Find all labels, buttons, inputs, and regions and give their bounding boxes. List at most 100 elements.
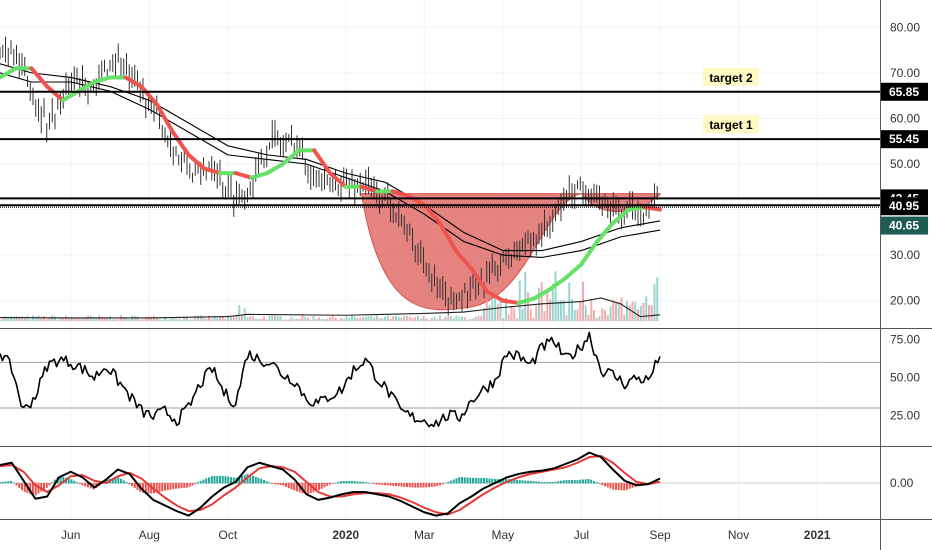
volume-bar <box>587 314 590 322</box>
volume-bar <box>268 316 271 322</box>
macd-histogram-bar <box>216 475 219 484</box>
macd-panel[interactable] <box>0 451 880 517</box>
volume-bar <box>114 319 117 322</box>
macd-signal-line <box>0 455 661 516</box>
macd-histogram-bar <box>293 483 296 491</box>
volume-bar <box>199 315 202 322</box>
price-tick-label: 80.00 <box>890 20 920 34</box>
volume-bar <box>524 271 527 322</box>
macd-histogram-bar <box>147 483 150 494</box>
macd-histogram-bar <box>560 480 562 484</box>
volume-bar <box>186 317 188 322</box>
volume-bar <box>648 305 650 322</box>
macd-histogram-bar <box>472 477 474 484</box>
macd-histogram-bar <box>78 483 81 485</box>
volume-bar <box>76 317 78 322</box>
horizontal-levels[interactable]: target 2 target 1 <box>0 67 880 208</box>
volume-bar <box>428 319 430 322</box>
volume-bar <box>549 299 551 322</box>
macd-histogram-bar <box>169 483 172 490</box>
volume-bar <box>128 319 131 322</box>
volume-bar <box>194 315 197 322</box>
volume-bar <box>510 306 513 322</box>
volume-bar <box>285 319 287 322</box>
volume-bar <box>576 309 579 322</box>
time-scale[interactable]: Jun Aug Oct 2020 Mar May Jul Sep Nov 2021 <box>61 528 831 542</box>
annotation-background <box>703 115 759 134</box>
ma-fast-segment <box>438 221 458 253</box>
volume-bar <box>400 317 403 322</box>
level-price-label: 40.65 <box>881 216 928 235</box>
volume-bar <box>180 319 183 322</box>
rsi-panel[interactable] <box>0 331 880 428</box>
macd-histogram-bar <box>172 483 175 490</box>
macd-histogram-bar <box>224 476 227 484</box>
volume-bar <box>249 316 252 322</box>
level-price-label: 65.85 <box>881 82 928 101</box>
volume-bar <box>439 315 441 322</box>
macd-histogram-bar <box>131 483 133 487</box>
volume-bar <box>155 318 158 322</box>
volume-bar <box>345 316 348 322</box>
volume-bar <box>348 317 351 322</box>
volume-bar <box>617 301 620 322</box>
volume-bar <box>521 308 524 322</box>
macd-histogram-bar <box>315 483 318 492</box>
volume-bar <box>477 316 480 322</box>
volume-bar <box>375 315 378 322</box>
volume-bar <box>56 319 59 322</box>
volume-bar <box>359 317 362 322</box>
time-tick-label: 2020 <box>332 528 359 542</box>
volume-bar <box>260 318 263 322</box>
macd-histogram-bar <box>43 483 45 490</box>
ma-fast-segment <box>500 298 521 305</box>
volume-average-line <box>0 297 661 319</box>
ma-fast-segment <box>249 171 270 180</box>
volume-bar <box>1 318 4 322</box>
macd-histogram-bar <box>538 481 540 484</box>
volume-bar <box>73 317 76 322</box>
volume-bar <box>227 315 230 322</box>
volume-bar <box>301 315 304 322</box>
macd-histogram-bar <box>23 483 26 493</box>
macd-histogram-bar <box>326 483 329 486</box>
volume-bar <box>271 315 274 322</box>
volume-bar <box>430 317 433 322</box>
volume-bar <box>356 318 359 322</box>
volume-bar <box>466 319 469 322</box>
volume-bar <box>309 319 312 322</box>
volume-bar <box>620 297 623 322</box>
macd-histogram-bar <box>296 483 298 492</box>
volume-bar <box>532 317 535 322</box>
macd-histogram-bar <box>590 479 593 484</box>
macd-histogram-bar <box>370 483 373 484</box>
volume-bar <box>232 315 235 322</box>
macd-histogram-bar <box>32 483 34 495</box>
volume-bar <box>474 316 477 322</box>
volume-bar <box>656 277 659 322</box>
ma-fast-segment <box>485 289 505 303</box>
macd-histogram-bar <box>238 476 241 484</box>
volume-bar <box>142 319 144 322</box>
ma-fast-segment <box>186 152 207 171</box>
macd-histogram-bar <box>67 478 70 484</box>
ma-fast-segment <box>92 75 112 84</box>
volume-bars <box>0 271 661 322</box>
price-panel[interactable]: target 2 target 1 <box>0 36 880 322</box>
macd-histogram-bar <box>274 483 276 485</box>
macd-histogram-bar <box>463 477 466 484</box>
volume-bar <box>246 317 249 322</box>
macd-histogram-bar <box>87 483 89 488</box>
macd-histogram-bar <box>367 482 370 484</box>
volume-bar <box>452 318 455 322</box>
volume-bar <box>15 316 18 322</box>
rsi-tick-label: 50.00 <box>890 371 920 385</box>
price-tick-label: 20.00 <box>890 294 920 308</box>
volume-bar <box>406 315 408 322</box>
volume-bar <box>494 297 496 322</box>
time-tick-label: Aug <box>139 528 160 542</box>
volume-bar <box>645 296 648 322</box>
macd-histogram-bar <box>458 477 461 484</box>
volume-bar <box>279 316 282 322</box>
